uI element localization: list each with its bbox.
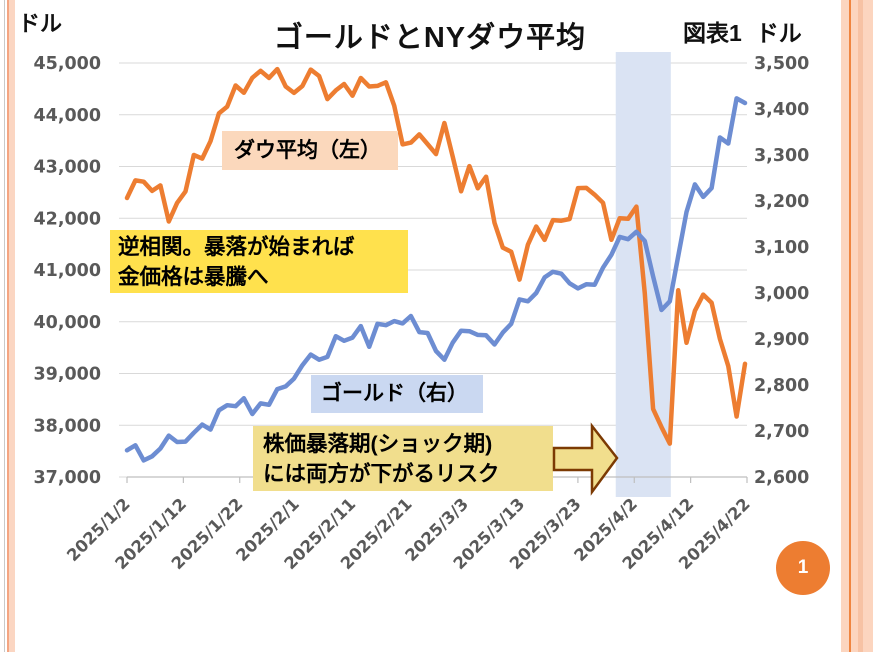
right-arrow-shape [550, 422, 622, 501]
right-axis-tick-label: 2,600 [754, 468, 809, 488]
inverse-note-line2: 金価格は暴騰へ [118, 265, 269, 289]
left-axis-tick-label: 41,000 [33, 261, 101, 281]
left-axis-unit: ドル [18, 11, 63, 36]
right-border-peach-band [841, 0, 873, 652]
crash-note-line1: 株価暴落期(ショック期) [263, 432, 493, 456]
right-axis-tick-label: 3,200 [754, 192, 809, 212]
crash-note-line2: には両方が下がるリスク [263, 462, 500, 486]
right-axis-tick-label: 3,400 [754, 100, 809, 120]
right-axis-tick-label: 2,800 [754, 376, 809, 396]
figure-caption: 図表1 ドル [683, 14, 802, 48]
right-border-orange-line [849, 0, 851, 652]
left-border-grey-line [4, 0, 5, 652]
inverse-correlation-note: 逆相関。暴落が始まれば 金価格は暴騰へ [110, 230, 408, 293]
left-axis-tick-label: 44,000 [33, 106, 101, 126]
right-axis-tick-label: 2,700 [754, 422, 809, 442]
figure-number: 図表1 [683, 20, 742, 46]
right-axis-tick-label: 2,900 [754, 330, 809, 350]
left-axis-tick-label: 42,000 [33, 209, 101, 229]
right-axis-tick-label: 3,300 [754, 146, 809, 166]
right-axis-tick-label: 3,500 [754, 54, 809, 74]
left-axis-tick-label: 43,000 [33, 158, 101, 178]
right-border-dark-stripe [858, 0, 863, 652]
chart-title: ゴールドとNYダウ平均 [273, 22, 587, 54]
inverse-note-line1: 逆相関。暴落が始まれば [118, 235, 355, 259]
right-axis-tick-label: 3,100 [754, 238, 809, 258]
right-arrow-icon [552, 422, 619, 496]
left-border-peach-stripe [9, 0, 15, 652]
left-axis-tick-label: 37,000 [33, 468, 101, 488]
gold-series-line [124, 96, 748, 463]
left-axis-tick-label: 39,000 [33, 365, 101, 385]
dow-series-line [124, 66, 748, 446]
slide-page-number: 1 [776, 541, 830, 595]
left-axis-tick-label: 40,000 [33, 313, 101, 333]
left-border-salmon-line [7, 0, 9, 652]
right-axis-tick-label: 3,000 [754, 284, 809, 304]
gold-series-label: ゴールド（右） [311, 375, 483, 413]
dow-series-label: ダウ平均（左） [222, 131, 398, 170]
crash-risk-note: 株価暴落期(ショック期) には両方が下がるリスク [253, 426, 553, 491]
right-axis-unit: ドル [755, 20, 802, 46]
left-axis-tick-label: 38,000 [33, 416, 101, 436]
left-axis-tick-label: 45,000 [33, 54, 101, 74]
